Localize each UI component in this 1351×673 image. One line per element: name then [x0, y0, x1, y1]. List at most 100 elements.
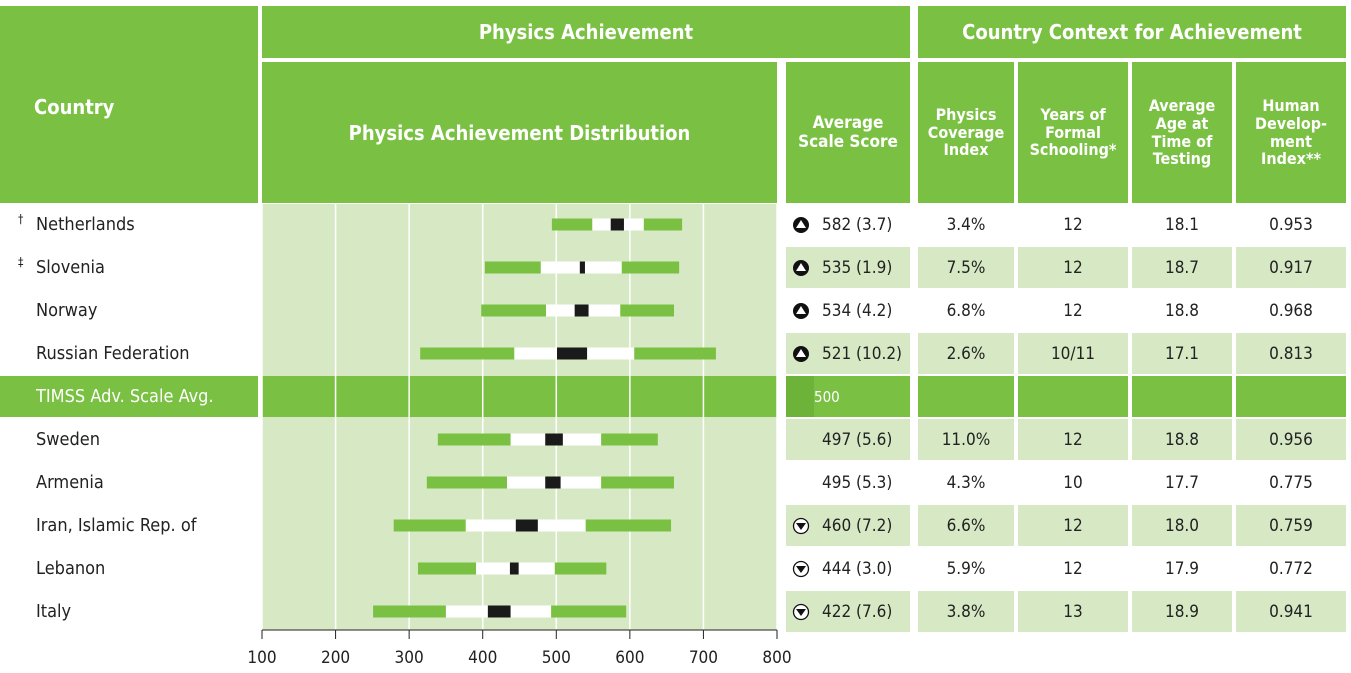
percentile-75-95 — [643, 218, 683, 231]
context-cell: 0.772 — [1236, 548, 1346, 589]
context-cell: 0.953 — [1236, 204, 1346, 245]
context-cell: 18.9 — [1132, 591, 1232, 632]
score-text: 500 — [814, 387, 840, 406]
percentile-5-25 — [393, 519, 466, 532]
percentile-25-ci — [506, 476, 546, 489]
country-name: Italy — [36, 601, 72, 622]
country-cell: Lebanon — [0, 548, 258, 589]
trend-arrow — [796, 349, 806, 357]
percentile-ci-75 — [562, 433, 602, 446]
percentile-5-25 — [551, 218, 593, 231]
footnote-mark: ‡ — [18, 255, 24, 269]
x-tick-label: 600 — [615, 648, 644, 668]
average-row-band — [262, 376, 777, 417]
percentile-5-25 — [481, 304, 546, 317]
country-cell: Russian Federation — [0, 333, 258, 374]
context-cell: 0.917 — [1236, 247, 1346, 288]
percentile-ci-75 — [587, 347, 635, 360]
score-cell: 422 (7.6) — [786, 591, 910, 632]
percentile-5-25 — [426, 476, 507, 489]
trend-icon — [793, 260, 809, 276]
country-cell: Armenia — [0, 462, 258, 503]
score-cell: 534 (4.2) — [786, 290, 910, 331]
country-name: Armenia — [36, 472, 104, 493]
percentile-75-95 — [621, 261, 680, 274]
country-cell: Sweden — [0, 419, 258, 460]
country-name: TIMSS Adv. Scale Avg. — [36, 386, 214, 407]
percentile-75-95 — [551, 605, 627, 618]
score-cell: 521 (10.2) — [786, 333, 910, 374]
context-cell: 0.941 — [1236, 591, 1346, 632]
score-cell: 582 (3.7) — [786, 204, 910, 245]
context-cell: 0.759 — [1236, 505, 1346, 546]
trend-arrow — [796, 220, 806, 228]
score-cell: 497 (5.6) — [786, 419, 910, 460]
confidence-interval — [545, 433, 563, 446]
score-text: 422 (7.6) — [822, 601, 893, 622]
score-text: 444 (3.0) — [822, 558, 893, 579]
average-header: Average Scale Score — [786, 62, 910, 203]
percentile-ci-75 — [584, 261, 622, 274]
percentile-25-ci — [510, 433, 546, 446]
percentile-25-ci — [540, 261, 580, 274]
context-column-header: Average Age at Time of Testing — [1132, 62, 1232, 203]
country-cell: ‡ Slovenia — [0, 247, 258, 288]
context-column-header: Years of Formal Schooling* — [1018, 62, 1128, 203]
percentile-5-25 — [420, 347, 515, 360]
score-cell: 495 (5.3) — [786, 462, 910, 503]
context-header: Country Context for Achievement — [918, 6, 1346, 58]
country-name: Lebanon — [36, 558, 106, 579]
context-cell: 6.8% — [918, 290, 1014, 331]
context-cell: 6.6% — [918, 505, 1014, 546]
context-cell: 17.9 — [1132, 548, 1232, 589]
percentile-75-95 — [585, 519, 672, 532]
percentile-ci-75 — [588, 304, 621, 317]
confidence-interval — [610, 218, 624, 231]
confidence-interval — [574, 304, 589, 317]
x-tick-label: 400 — [468, 648, 497, 668]
percentile-75-95 — [554, 562, 607, 575]
context-cell: 12 — [1018, 204, 1128, 245]
percentile-25-ci — [476, 562, 510, 575]
context-cell: 18.8 — [1132, 419, 1232, 460]
trend-arrow — [796, 566, 806, 573]
country-name: Slovenia — [36, 257, 105, 278]
country-name: Netherlands — [36, 214, 135, 235]
context-cell: 18.1 — [1132, 204, 1232, 245]
percentile-5-25 — [417, 562, 477, 575]
country-header: Country — [0, 6, 258, 203]
confidence-interval — [557, 347, 588, 360]
x-tick-label: 500 — [542, 648, 571, 668]
percentile-25-ci — [465, 519, 516, 532]
trend-arrow — [796, 609, 806, 616]
country-name: Norway — [36, 300, 98, 321]
percentile-75-95 — [620, 304, 674, 317]
score-cell: 460 (7.2) — [786, 505, 910, 546]
percentile-ci-75 — [560, 476, 602, 489]
country-cell: Norway — [0, 290, 258, 331]
context-cell: 4.3% — [918, 462, 1014, 503]
context-cell: 11.0% — [918, 419, 1014, 460]
percentile-5-25 — [437, 433, 511, 446]
country-cell: † Netherlands — [0, 204, 258, 245]
score-cell: 535 (1.9) — [786, 247, 910, 288]
score-text: 535 (1.9) — [822, 257, 893, 278]
context-cell: 12 — [1018, 419, 1128, 460]
context-column-header: Human Develop-ment Index** — [1236, 62, 1346, 203]
percentile-ci-75 — [623, 218, 644, 231]
context-cell: 18.7 — [1132, 247, 1232, 288]
context-cell: 18.8 — [1132, 290, 1232, 331]
confidence-interval — [545, 476, 561, 489]
context-column-header: Physics Coverage Index — [918, 62, 1014, 203]
context-cell: 10 — [1018, 462, 1128, 503]
context-cell: 12 — [1018, 247, 1128, 288]
percentile-ci-75 — [537, 519, 586, 532]
footnote-mark: † — [18, 212, 24, 226]
percentile-5-25 — [484, 261, 541, 274]
trend-icon — [793, 346, 809, 362]
x-tick-label: 800 — [762, 648, 791, 668]
confidence-interval — [509, 562, 519, 575]
percentile-75-95 — [601, 476, 674, 489]
score-text: 582 (3.7) — [822, 214, 893, 235]
